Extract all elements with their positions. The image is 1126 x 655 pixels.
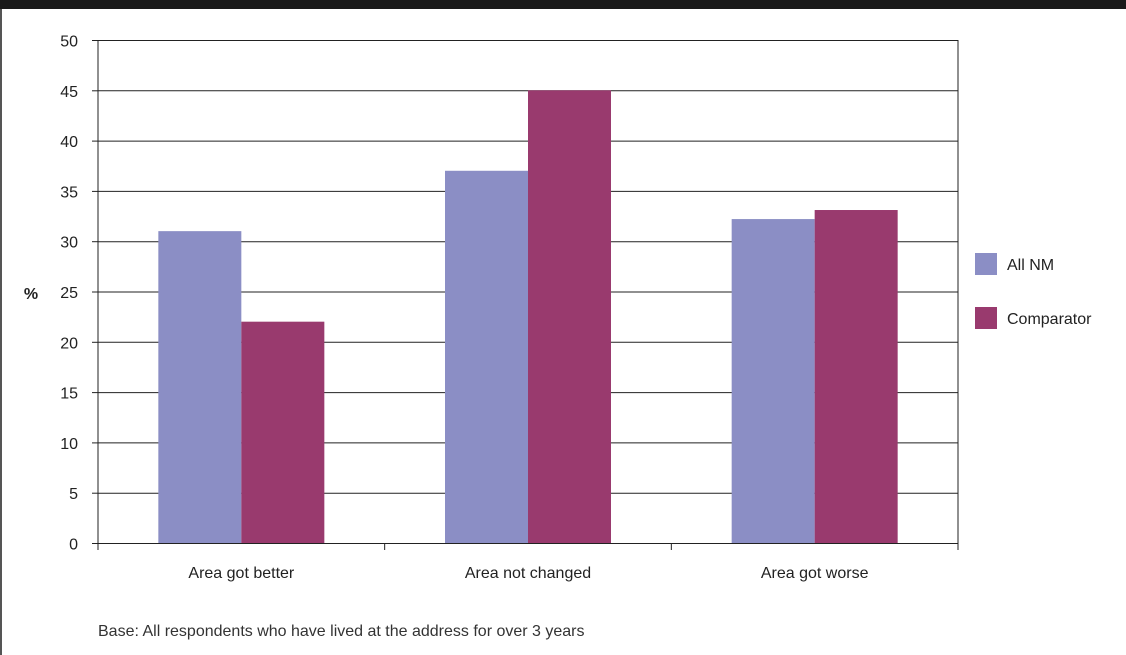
- top-bar: [0, 0, 1126, 9]
- legend-swatch: [975, 253, 997, 275]
- x-category-label: Area got worse: [761, 565, 869, 582]
- y-tick-label: 45: [60, 84, 78, 101]
- x-category-labels: Area got better Area not changed Area got …: [188, 565, 868, 582]
- y-tick-label: 30: [60, 235, 78, 252]
- bar: [528, 90, 611, 544]
- y-axis-label: %: [24, 286, 38, 303]
- y-tick-label: 50: [60, 34, 78, 51]
- y-tick-label: 5: [69, 486, 78, 503]
- x-category-label: Area got better: [188, 565, 295, 582]
- bars: [158, 90, 898, 544]
- bar: [241, 321, 325, 543]
- legend: All NM Comparator: [975, 253, 1092, 329]
- legend-label: All NM: [1007, 257, 1054, 274]
- axes: [92, 40, 959, 550]
- bar: [814, 210, 898, 543]
- legend-swatch: [975, 307, 997, 329]
- y-tick-label: 10: [60, 436, 78, 453]
- legend-label: Comparator: [1007, 311, 1092, 328]
- bar: [445, 170, 528, 543]
- left-border: [0, 9, 2, 655]
- y-tick-label: 25: [60, 285, 78, 302]
- y-tick-label: 40: [60, 134, 78, 151]
- footnote: Base: All respondents who have lived at …: [98, 623, 585, 640]
- y-tick-label: 15: [60, 386, 78, 403]
- bar: [158, 231, 242, 543]
- y-tick-labels: 0 5 10 15 20 25 30 35 40 45 50: [60, 34, 78, 554]
- y-tick-label: 20: [60, 335, 78, 352]
- bar: [731, 219, 815, 543]
- y-tick-label: 35: [60, 184, 78, 201]
- x-category-label: Area not changed: [465, 565, 591, 582]
- y-tick-label: 0: [69, 537, 78, 554]
